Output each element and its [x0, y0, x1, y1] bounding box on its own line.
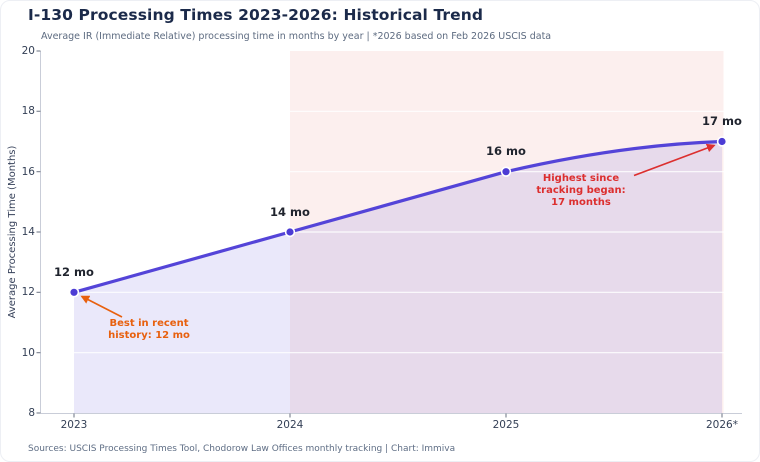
annotation-highest-line3: 17 months	[551, 197, 611, 208]
data-point-2026	[716, 136, 728, 147]
x-tick-2025: 2025	[492, 419, 520, 431]
annotation-arrow-highest	[633, 143, 716, 177]
annotation-best-line1: Best in recent	[109, 318, 189, 329]
y-tick-12: 12	[21, 286, 35, 298]
chart-subtitle: Average IR (Immediate Relative) processi…	[41, 31, 552, 42]
y-tick-marks	[36, 50, 41, 414]
x-tick-marks	[73, 413, 723, 418]
annotation-best: Best in recent history: 12 mo	[97, 318, 201, 342]
annotation-arrow-best	[80, 295, 123, 318]
y-tick-10: 10	[21, 347, 35, 359]
annotation-highest-line2: tracking began:	[536, 185, 626, 196]
point-label-2023: 12 mo	[54, 265, 94, 279]
y-tick-18: 18	[21, 105, 35, 117]
annotation-best-line2: history: 12 mo	[108, 330, 190, 341]
gridlines	[41, 110, 742, 354]
annotation-highest-line1: Highest since	[542, 173, 620, 184]
y-tick-20: 20	[21, 45, 35, 57]
trend-line	[72, 139, 724, 294]
data-points	[68, 136, 728, 298]
footer-credits: Sources: USCIS Processing Times Tool, Ch…	[28, 444, 456, 454]
data-point-2025	[500, 166, 512, 177]
x-tick-2024: 2024	[276, 419, 304, 431]
chart-title: I-130 Processing Times 2023-2026: Histor…	[28, 6, 484, 24]
point-label-2026: 17 mo	[702, 114, 742, 128]
x-tick-2026: 2026*	[706, 419, 738, 431]
point-label-2025: 16 mo	[486, 144, 526, 158]
data-point-2024	[284, 226, 296, 238]
y-tick-8: 8	[28, 407, 35, 419]
x-tick-2023: 2023	[60, 419, 88, 431]
y-tick-14: 14	[21, 226, 35, 238]
area-fill	[74, 141, 722, 413]
y-tick-16: 16	[21, 166, 35, 178]
point-label-2024: 14 mo	[270, 205, 310, 219]
data-point-2023	[68, 287, 80, 298]
annotation-highest: Highest since tracking began: 17 months	[519, 173, 643, 209]
